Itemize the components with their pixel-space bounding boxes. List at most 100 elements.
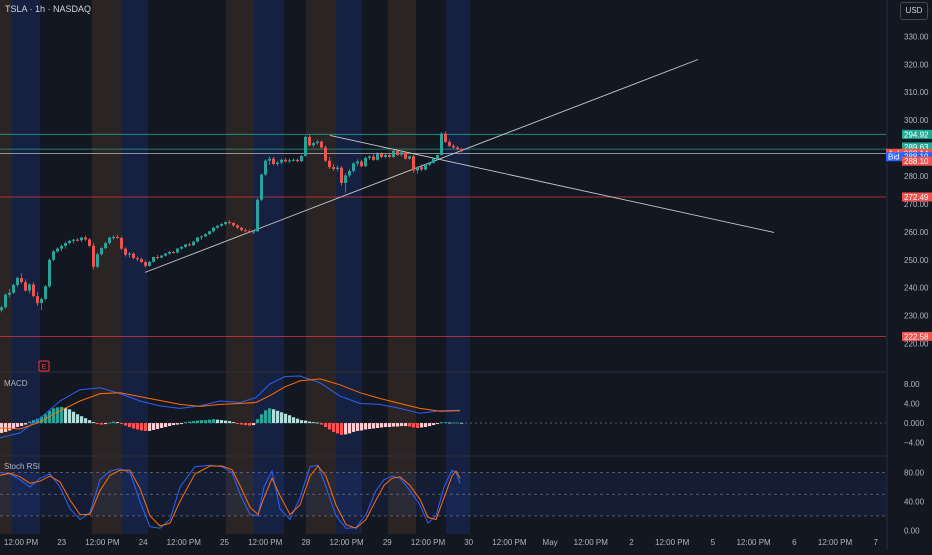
candle[interactable] bbox=[104, 241, 107, 250]
candle-body[interactable] bbox=[452, 145, 455, 148]
macd-panel[interactable] bbox=[0, 375, 464, 439]
time-axis-tick[interactable]: 12:00 PM bbox=[4, 538, 39, 547]
trendline[interactable] bbox=[329, 135, 775, 233]
macd-histogram-bar[interactable] bbox=[264, 410, 268, 424]
candle[interactable] bbox=[100, 247, 103, 256]
candle-body[interactable] bbox=[444, 133, 447, 142]
candle-body[interactable] bbox=[40, 298, 43, 304]
candle[interactable] bbox=[208, 230, 211, 236]
candle[interactable] bbox=[128, 251, 131, 258]
time-axis-tick[interactable]: 12:00 PM bbox=[818, 538, 853, 547]
candle-body[interactable] bbox=[200, 236, 203, 238]
candle[interactable] bbox=[112, 235, 115, 240]
candle[interactable] bbox=[132, 252, 135, 260]
candle[interactable] bbox=[172, 250, 175, 254]
candle[interactable] bbox=[180, 245, 183, 250]
candle[interactable] bbox=[280, 158, 283, 165]
macd-histogram-bar[interactable] bbox=[432, 423, 436, 426]
candle[interactable] bbox=[16, 276, 19, 288]
candle[interactable] bbox=[436, 154, 439, 160]
candle-body[interactable] bbox=[368, 156, 371, 158]
candle-body[interactable] bbox=[256, 199, 259, 232]
symbol-header[interactable]: TSLA · 1h · NASDAQ bbox=[5, 4, 91, 14]
candle[interactable] bbox=[212, 226, 215, 233]
macd-histogram-bar[interactable] bbox=[312, 422, 316, 424]
macd-histogram-bar[interactable] bbox=[328, 423, 332, 430]
macd-signal-line[interactable] bbox=[0, 378, 461, 430]
currency-button[interactable]: USD bbox=[900, 2, 928, 20]
macd-histogram-bar[interactable] bbox=[324, 423, 328, 428]
candle-body[interactable] bbox=[320, 141, 323, 148]
time-axis-tick[interactable]: May bbox=[543, 538, 558, 547]
candle-body[interactable] bbox=[396, 150, 399, 155]
candle-body[interactable] bbox=[52, 251, 55, 260]
macd-histogram-bar[interactable] bbox=[72, 411, 76, 424]
candle[interactable] bbox=[368, 155, 371, 160]
macd-histogram-bar[interactable] bbox=[304, 420, 308, 424]
macd-histogram-bar[interactable] bbox=[8, 423, 12, 431]
candle[interactable] bbox=[304, 135, 307, 157]
candle[interactable] bbox=[396, 149, 399, 156]
macd-histogram-bar[interactable] bbox=[112, 421, 116, 424]
candle[interactable] bbox=[340, 166, 343, 186]
time-axis-tick[interactable]: 29 bbox=[383, 538, 392, 547]
candle[interactable] bbox=[308, 134, 311, 147]
candle-body[interactable] bbox=[88, 239, 91, 246]
candle-body[interactable] bbox=[172, 251, 175, 253]
candle-body[interactable] bbox=[108, 237, 111, 244]
macd-histogram-bar[interactable] bbox=[4, 423, 8, 432]
candle[interactable] bbox=[244, 228, 247, 233]
candle[interactable] bbox=[20, 273, 23, 284]
candle-body[interactable] bbox=[36, 296, 39, 304]
candle[interactable] bbox=[232, 222, 235, 227]
macd-histogram-bar[interactable] bbox=[176, 423, 180, 425]
candle-body[interactable] bbox=[388, 155, 391, 158]
time-axis-tick[interactable]: 25 bbox=[220, 538, 229, 547]
candle[interactable] bbox=[124, 247, 127, 257]
candle-body[interactable] bbox=[204, 234, 207, 237]
macd-histogram-bar[interactable] bbox=[248, 423, 252, 426]
candle[interactable] bbox=[96, 252, 99, 269]
stoch-k-line[interactable] bbox=[0, 464, 461, 529]
candle[interactable] bbox=[4, 293, 7, 309]
candle-body[interactable] bbox=[308, 136, 311, 146]
candle[interactable] bbox=[24, 279, 27, 292]
time-axis-tick[interactable]: 2 bbox=[629, 538, 634, 547]
candlestick-series[interactable] bbox=[0, 131, 463, 313]
candle[interactable] bbox=[84, 235, 87, 241]
candle-body[interactable] bbox=[332, 167, 335, 170]
macd-histogram-bar[interactable] bbox=[368, 423, 372, 429]
macd-histogram-bar[interactable] bbox=[28, 421, 32, 424]
macd-histogram-bar[interactable] bbox=[252, 423, 256, 426]
candle-body[interactable] bbox=[140, 259, 143, 263]
candle[interactable] bbox=[168, 250, 171, 255]
macd-histogram-bar[interactable] bbox=[24, 423, 28, 425]
candle[interactable] bbox=[268, 156, 271, 165]
candle[interactable] bbox=[48, 258, 51, 288]
candle[interactable] bbox=[440, 131, 443, 156]
macd-histogram-bar[interactable] bbox=[392, 423, 396, 427]
candle[interactable] bbox=[460, 148, 463, 153]
candle[interactable] bbox=[120, 236, 123, 251]
candle-body[interactable] bbox=[216, 225, 219, 228]
candle-body[interactable] bbox=[112, 236, 115, 238]
candle-body[interactable] bbox=[208, 231, 211, 235]
macd-histogram-bar[interactable] bbox=[360, 423, 364, 431]
candle[interactable] bbox=[32, 282, 35, 298]
candle[interactable] bbox=[364, 156, 367, 168]
candle[interactable] bbox=[64, 241, 67, 249]
macd-histogram-bar[interactable] bbox=[60, 406, 64, 424]
candle[interactable] bbox=[388, 152, 391, 158]
macd-histogram-bar[interactable] bbox=[116, 422, 120, 424]
candle-body[interactable] bbox=[432, 158, 435, 163]
macd-histogram-bar[interactable] bbox=[212, 419, 216, 424]
candle-body[interactable] bbox=[380, 153, 383, 158]
candle[interactable] bbox=[400, 150, 403, 157]
candle-body[interactable] bbox=[448, 141, 451, 146]
candle[interactable] bbox=[88, 238, 91, 248]
candle-body[interactable] bbox=[144, 262, 147, 266]
candle[interactable] bbox=[60, 244, 63, 252]
candle-body[interactable] bbox=[248, 231, 251, 233]
candle-body[interactable] bbox=[348, 170, 351, 176]
macd-histogram-bar[interactable] bbox=[352, 423, 356, 432]
